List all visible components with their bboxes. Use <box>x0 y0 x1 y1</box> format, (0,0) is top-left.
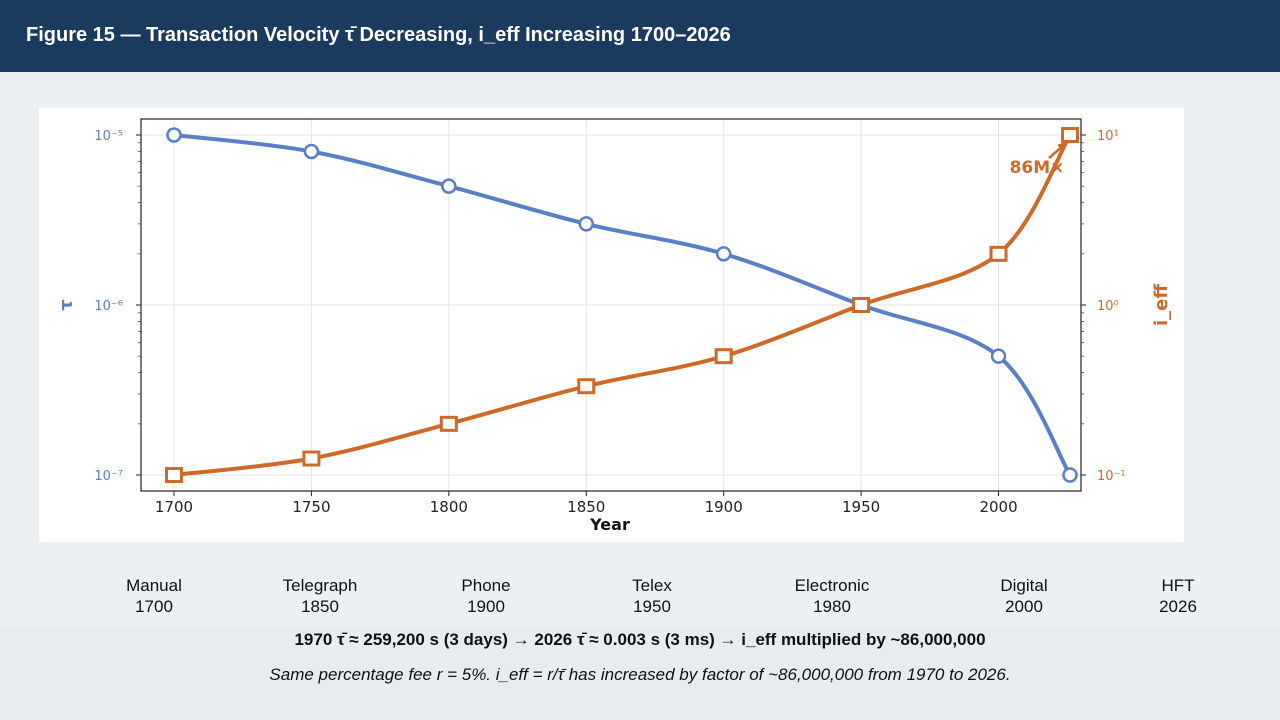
ieff-point <box>1061 127 1080 143</box>
x-tick-label: 1700 <box>155 498 193 516</box>
era-name: Phone <box>461 576 511 595</box>
axis-ticks <box>136 134 1086 496</box>
x-tick-label: 1950 <box>842 498 880 516</box>
tau-point <box>1062 467 1078 483</box>
y-right-axis-title: i_eff <box>1151 284 1172 326</box>
annotation-arrowhead <box>1057 141 1069 151</box>
chart-card: 1700 1750 1800 1850 1900 1950 2000 10⁻⁵ 10¹ 10⁻⁶ 1… <box>39 108 1184 542</box>
series-line-tau <box>173 133 1072 477</box>
tau-point <box>578 216 595 232</box>
era-timeline: Manual 1700 Telegraph 1850 Phone 1900 Telex 195… <box>0 575 1280 625</box>
x-tick-label: 2000 <box>979 498 1017 516</box>
tau-point <box>715 246 732 262</box>
y-left-tick-label: 10⁻⁷ <box>94 469 123 484</box>
era-name: Telegraph <box>282 576 358 595</box>
era-item: HFT 2026 <box>1108 575 1248 617</box>
ieff-point <box>439 415 458 432</box>
x-tick-label: 1800 <box>430 498 468 516</box>
era-name: HFT <box>1161 576 1195 595</box>
era-year: 1980 <box>813 597 851 616</box>
footer-panel <box>0 626 1280 720</box>
y-left-tick-label: 10⁻⁶ <box>94 299 123 314</box>
y-right-tick-label: 10¹ <box>1097 129 1119 144</box>
era-year: 1950 <box>633 597 671 616</box>
grid-lines <box>141 119 1081 491</box>
tau-point <box>303 143 320 160</box>
series-group <box>164 127 1080 483</box>
x-tick-label: 1900 <box>705 498 743 516</box>
ieff-point <box>302 450 321 467</box>
x-tick-label: 1750 <box>292 498 330 516</box>
era-year: 2026 <box>1159 597 1197 616</box>
ieff-point <box>577 378 596 395</box>
summary-line: 1970 τ̄ ≈ 259,200 s (3 days) → 2026 τ̄ ≈… <box>294 630 986 649</box>
era-name: Manual <box>126 576 182 595</box>
era-item: Telex 1950 <box>582 575 722 617</box>
era-item: Electronic 1980 <box>762 575 902 617</box>
x-tick-label: 1850 <box>567 498 605 516</box>
tau-point <box>441 178 457 194</box>
series-line-ieff <box>173 133 1072 477</box>
ieff-point <box>714 348 733 365</box>
era-item: Telegraph 1850 <box>250 575 390 617</box>
ieff-point <box>852 297 871 313</box>
x-axis-title: Year <box>589 515 630 534</box>
axis-labels: 1700 1750 1800 1850 1900 1950 2000 10⁻⁵ 10¹ 10⁻⁶ 1… <box>56 129 1172 534</box>
era-year: 1850 <box>301 597 339 616</box>
tau-point <box>990 348 1007 364</box>
era-item: Digital 2000 <box>954 575 1094 617</box>
era-name: Digital <box>1000 576 1048 595</box>
era-year: 1900 <box>467 597 505 616</box>
tau-point <box>166 127 182 143</box>
era-item: Phone 1900 <box>416 575 556 617</box>
era-name: Electronic <box>794 576 870 595</box>
era-name: Telex <box>632 576 672 595</box>
ieff-point <box>989 245 1008 262</box>
y-right-tick-label: 10⁰ <box>1097 299 1119 314</box>
annotation-label: 86M× <box>1010 158 1065 178</box>
era-year: 1700 <box>135 597 173 616</box>
figure-title: Figure 15 — Transaction Velocity τ̄ Decr… <box>26 24 731 46</box>
y-left-axis-title: τ <box>56 299 77 311</box>
y-right-tick-label: 10⁻¹ <box>1097 469 1126 484</box>
era-item: Manual 1700 <box>84 575 224 617</box>
footnote: Same percentage fee r = 5%. i_eff = r/τ̄… <box>269 665 1011 684</box>
y-left-tick-label: 10⁻⁵ <box>94 129 123 144</box>
velocity-chart: 1700 1750 1800 1850 1900 1950 2000 10⁻⁵ 10¹ 10⁻⁶ 1… <box>56 118 1172 534</box>
ieff-point <box>164 467 183 483</box>
era-year: 2000 <box>1005 597 1043 616</box>
header-bar: Figure 15 — Transaction Velocity τ̄ Decr… <box>0 0 1280 72</box>
